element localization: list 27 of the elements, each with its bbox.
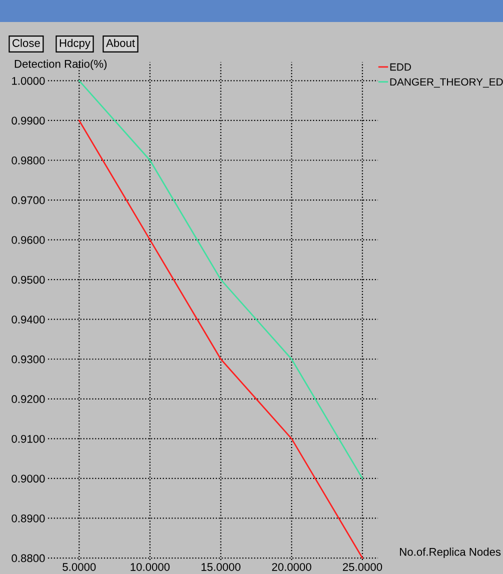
text: Close: [12, 38, 40, 47]
legend-label: DANGER_THEORY_ED: [390, 78, 503, 88]
y-axis-title: Detection Ratio(%): [14, 60, 107, 70]
y-tick-label: 0.9400: [12, 316, 45, 324]
x-tick-label: 15.0000: [202, 563, 240, 571]
text: Hdcpy: [60, 38, 90, 50]
x-tick-label: 10.0000: [130, 563, 170, 571]
x-tick-label: 25.0000: [342, 563, 382, 571]
text: About: [106, 38, 135, 47]
y-tick-label: 1.0000: [12, 76, 45, 85]
legend-label: EDD: [390, 63, 411, 71]
y-tick-label: 0.9100: [12, 434, 45, 443]
y-tick-label: 0.8800: [12, 554, 45, 562]
x-tick-label: 20.0000: [272, 563, 312, 571]
y-tick-label: 0.9300: [12, 355, 45, 364]
x-axis-title: No.of.Replica Nodes: [400, 548, 501, 558]
y-tick-label: 0.8900: [12, 514, 45, 522]
y-tick-label: 0.9700: [12, 196, 45, 204]
y-tick-label: 0.9600: [12, 236, 45, 244]
y-tick-label: 0.9200: [12, 395, 45, 404]
line-series: [78, 80, 364, 480]
y-tick-label: 0.9000: [12, 474, 45, 483]
y-tick-label: 0.9800: [12, 156, 45, 164]
y-tick-label: 0.9900: [12, 116, 45, 125]
y-tick-label: 0.9500: [12, 276, 45, 284]
x-tick-label: 5.0000: [62, 563, 96, 571]
line-series: [78, 120, 364, 559]
